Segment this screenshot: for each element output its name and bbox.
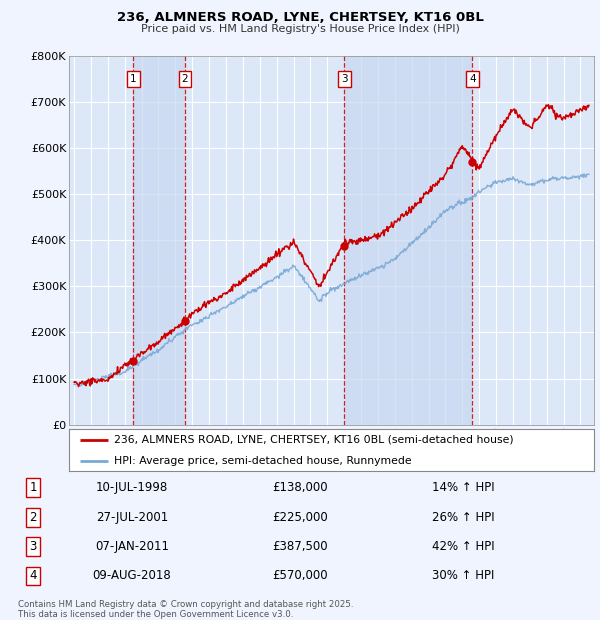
Text: 30% ↑ HPI: 30% ↑ HPI — [432, 570, 494, 582]
Text: 236, ALMNERS ROAD, LYNE, CHERTSEY, KT16 0BL: 236, ALMNERS ROAD, LYNE, CHERTSEY, KT16 … — [116, 11, 484, 24]
Text: 3: 3 — [29, 541, 37, 553]
Text: 1: 1 — [29, 482, 37, 494]
Text: Contains HM Land Registry data © Crown copyright and database right 2025.
This d: Contains HM Land Registry data © Crown c… — [18, 600, 353, 619]
Text: £138,000: £138,000 — [272, 482, 328, 494]
Text: Price paid vs. HM Land Registry's House Price Index (HPI): Price paid vs. HM Land Registry's House … — [140, 24, 460, 33]
Text: £387,500: £387,500 — [272, 541, 328, 553]
Bar — [133, 56, 185, 425]
Text: HPI: Average price, semi-detached house, Runnymede: HPI: Average price, semi-detached house,… — [113, 456, 411, 466]
Text: 27-JUL-2001: 27-JUL-2001 — [96, 511, 168, 523]
Text: £225,000: £225,000 — [272, 511, 328, 523]
Text: 3: 3 — [341, 74, 348, 84]
Text: 4: 4 — [469, 74, 476, 84]
Text: 10-JUL-1998: 10-JUL-1998 — [96, 482, 168, 494]
Text: 236, ALMNERS ROAD, LYNE, CHERTSEY, KT16 0BL (semi-detached house): 236, ALMNERS ROAD, LYNE, CHERTSEY, KT16 … — [113, 435, 513, 445]
Text: 2: 2 — [182, 74, 188, 84]
Text: 1: 1 — [130, 74, 137, 84]
Bar — [344, 56, 472, 425]
Text: 42% ↑ HPI: 42% ↑ HPI — [432, 541, 494, 553]
Text: 14% ↑ HPI: 14% ↑ HPI — [432, 482, 494, 494]
Text: 4: 4 — [29, 570, 37, 582]
Text: 26% ↑ HPI: 26% ↑ HPI — [432, 511, 494, 523]
Text: 09-AUG-2018: 09-AUG-2018 — [92, 570, 172, 582]
Text: 07-JAN-2011: 07-JAN-2011 — [95, 541, 169, 553]
Text: 2: 2 — [29, 511, 37, 523]
Text: £570,000: £570,000 — [272, 570, 328, 582]
